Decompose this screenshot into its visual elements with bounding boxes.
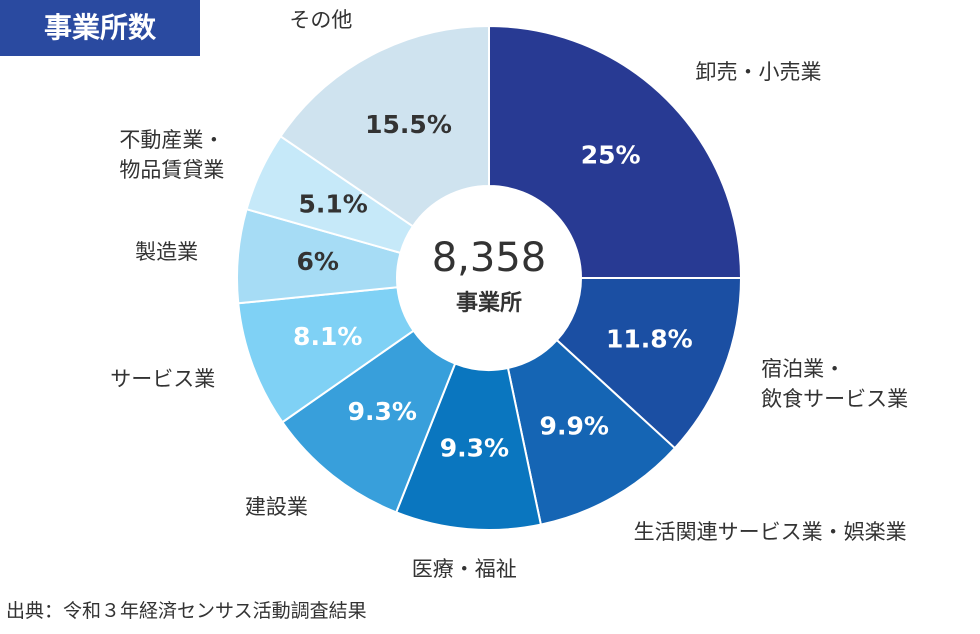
category-label: 宿泊業・ 飲食サービス業 [761, 356, 909, 411]
category-label: 卸売・小売業 [695, 59, 822, 84]
chart-title: 事業所数 [0, 0, 200, 56]
category-label: 不動産業・ 物品賃貸業 [119, 127, 225, 182]
value-label: 5.1% [298, 189, 367, 218]
donut-slice [279, 24, 490, 228]
value-label: 15.5% [365, 110, 452, 139]
category-label: サービス業 [110, 367, 216, 392]
category-label: 生活関連サービス業・娯楽業 [633, 519, 907, 544]
center-caption: 事業所 [456, 290, 522, 316]
category-label: 製造業 [135, 240, 199, 265]
donut-slice [488, 24, 743, 279]
value-label: 6% [296, 247, 338, 276]
value-label: 9.3% [440, 433, 509, 462]
value-label: 25% [581, 140, 641, 169]
value-label: 8.1% [293, 322, 362, 351]
value-label: 9.3% [348, 397, 417, 426]
value-label: 9.9% [540, 411, 609, 440]
source-note: 出典：令和３年経済センサス活動調査結果 [6, 600, 367, 622]
donut-slice [394, 362, 543, 531]
donut-slice [280, 329, 457, 514]
category-label: 建設業 [244, 495, 308, 520]
category-label: 医療・福祉 [411, 556, 517, 581]
center-value: 8,358 [432, 235, 547, 281]
donut-slice [555, 277, 743, 450]
category-label: その他 [289, 7, 353, 32]
value-label: 11.8% [606, 324, 693, 353]
